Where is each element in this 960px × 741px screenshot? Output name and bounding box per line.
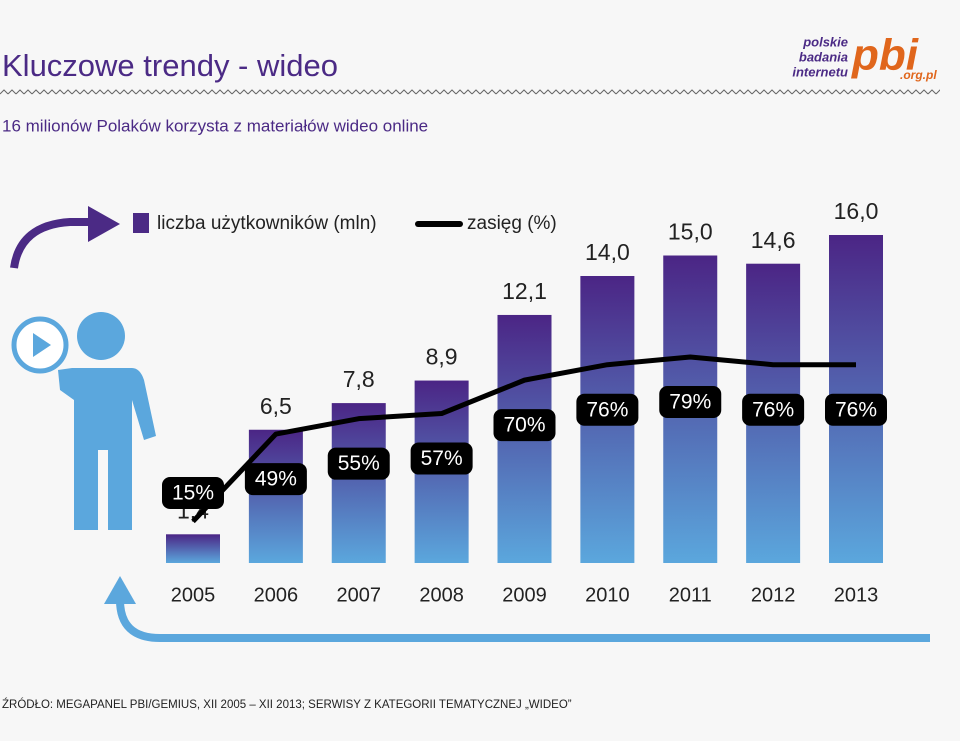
reach-line — [191, 354, 856, 524]
arrow — [116, 599, 930, 642]
title: Kluczowe trendy - wideo — [2, 48, 338, 83]
illustration — [10, 206, 930, 642]
x-tick-label: 2005 — [171, 584, 216, 606]
source: ŹRÓDŁO: MEGAPANEL PBI/GEMIUS, XII 2005 –… — [2, 698, 572, 711]
bar-value-label: 14,6 — [751, 227, 796, 253]
logo-mark: pbi — [851, 31, 919, 80]
reach-label: 76% — [835, 398, 877, 421]
reach-label: 55% — [338, 452, 380, 475]
reach-label-box — [742, 393, 805, 426]
bar-value-label: 15,0 — [668, 219, 713, 245]
logo-text: internetu — [792, 64, 848, 79]
reach-label: 76% — [586, 398, 628, 421]
divider — [0, 87, 940, 95]
legend-swatch — [133, 213, 149, 233]
x-tick-label: 2010 — [585, 584, 630, 606]
reach-label-box — [410, 442, 473, 475]
bar-value-label: 6,5 — [260, 393, 292, 419]
reach-label: 15% — [172, 482, 214, 505]
reach-label-box — [825, 393, 887, 426]
x-tick-label: 2013 — [834, 584, 879, 606]
reach-label-box — [162, 477, 224, 509]
bar-value-label: 16,0 — [834, 198, 879, 224]
x-tick-label: 2012 — [751, 584, 796, 606]
reach-label: 70% — [503, 414, 545, 437]
logo: polskie badania internetu pbi .org.pl — [792, 31, 937, 83]
x-tick-label: 2011 — [669, 584, 712, 606]
bar-value-label: 12,1 — [502, 278, 547, 304]
subtitle: 16 milionów Polaków korzysta z materiałó… — [2, 116, 428, 135]
reach-label: 57% — [421, 447, 463, 470]
logo-domain: .org.pl — [900, 68, 937, 82]
reach-label: 79% — [669, 391, 711, 414]
reach-label-box — [659, 386, 722, 418]
arrow-head — [88, 206, 120, 242]
reach-label: 49% — [255, 468, 297, 491]
arrow — [10, 218, 92, 269]
bar-value-label: 8,9 — [426, 344, 458, 370]
x-tick-label: 2009 — [502, 584, 547, 606]
bar — [166, 534, 220, 563]
bar-value-label: 7,8 — [343, 366, 375, 392]
x-tick-label: 2008 — [419, 584, 464, 606]
bar-value-label: 14,0 — [585, 239, 630, 265]
play-icon — [33, 333, 51, 357]
logo-text: polskie — [802, 34, 848, 49]
reach-label-box — [244, 463, 307, 496]
legend-label: liczba użytkowników (mln) — [157, 213, 377, 234]
reach-label-box — [493, 409, 556, 442]
bar — [248, 429, 303, 563]
logo-text: badania — [799, 49, 848, 64]
person-head — [77, 312, 125, 360]
arrow-head — [104, 576, 136, 604]
x-tick-label: 2007 — [337, 584, 382, 606]
reach-label: 76% — [752, 398, 794, 421]
person-body — [58, 368, 156, 530]
bar — [331, 403, 386, 563]
reach-label-box — [576, 393, 639, 426]
legend-label: zasięg (%) — [467, 213, 557, 234]
reach-label-box — [327, 447, 390, 480]
x-tick-label: 2006 — [254, 584, 299, 606]
